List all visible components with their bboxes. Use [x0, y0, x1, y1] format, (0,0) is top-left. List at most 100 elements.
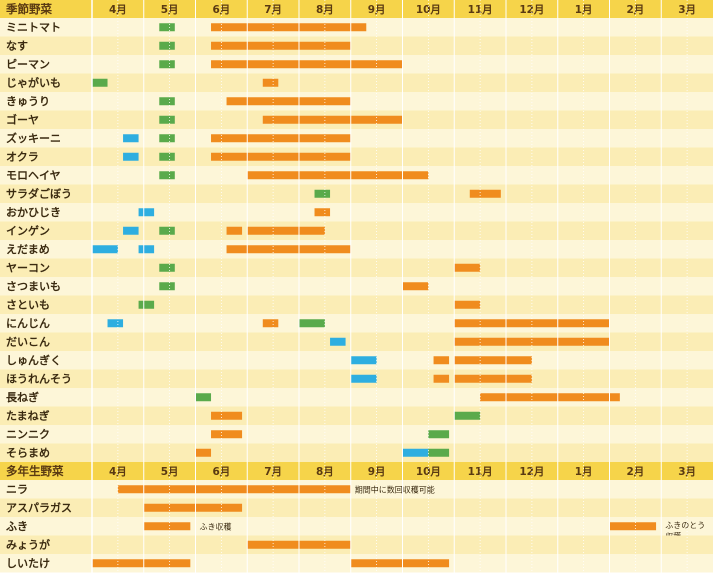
section-title: 季節野菜	[5, 2, 52, 16]
bar-harvest	[262, 319, 279, 328]
bar-harvest	[195, 448, 212, 457]
row-label: サラダごぼう	[6, 187, 72, 201]
bar-plant	[428, 430, 450, 439]
bar-harvest	[433, 374, 450, 383]
section-title: 多年生野菜	[6, 464, 64, 478]
bar-plant	[159, 41, 175, 50]
row-background	[0, 129, 713, 148]
bar-plant	[159, 171, 175, 180]
row-background	[0, 240, 713, 259]
bar-harvest	[211, 41, 351, 50]
row-label: えだまめ	[6, 243, 50, 256]
row-background	[0, 480, 713, 499]
bar-harvest	[211, 411, 243, 420]
row-background	[0, 258, 713, 277]
bar-harvest	[117, 485, 351, 494]
bar-sow	[92, 245, 118, 254]
row-background	[0, 517, 713, 536]
row-label: アスパラガス	[6, 501, 72, 515]
row-background	[0, 184, 713, 203]
row-label: さといも	[6, 299, 50, 312]
bar-sow	[138, 208, 155, 217]
row-background	[0, 535, 713, 554]
bar-plant	[159, 263, 175, 272]
row-background	[0, 314, 713, 333]
bar-harvest	[402, 282, 429, 291]
bar-harvest	[211, 152, 351, 161]
bar-harvest	[350, 559, 450, 568]
row-background	[0, 92, 713, 111]
row-label: ヤーコン	[6, 262, 50, 275]
row-background	[0, 425, 713, 444]
bar-harvest	[211, 60, 403, 69]
bar-plant	[159, 115, 175, 124]
bar-harvest	[92, 559, 191, 568]
row-label: だいこん	[6, 336, 50, 349]
bar-harvest	[211, 430, 243, 439]
row-background	[0, 73, 713, 92]
row-label: ピーマン	[6, 58, 50, 71]
bar-harvest	[211, 134, 351, 143]
bar-harvest	[454, 356, 532, 365]
row-note: ふきのとう	[665, 521, 705, 530]
bar-harvest	[211, 23, 367, 32]
bar-harvest	[247, 226, 325, 235]
row-background	[0, 221, 713, 240]
row-background	[0, 406, 713, 425]
bar-plant	[92, 78, 108, 87]
bar-harvest	[262, 115, 403, 124]
row-label: ミニトマト	[6, 21, 61, 34]
bar-harvest	[454, 300, 481, 309]
row-label: おかひじき	[6, 206, 61, 219]
row-background	[0, 295, 713, 314]
bar-plant	[159, 97, 175, 106]
row-label: さつまいも	[6, 280, 61, 293]
section-header-band	[0, 462, 713, 480]
row-label: ゴーヤ	[6, 113, 39, 127]
bar-harvest	[226, 226, 243, 235]
bar-harvest	[226, 97, 351, 106]
bar-harvest	[454, 374, 532, 383]
bar-harvest	[454, 263, 481, 272]
row-label: ふき	[6, 520, 28, 533]
bar-plant	[159, 60, 175, 69]
bar-plant	[138, 300, 155, 309]
row-background	[0, 277, 713, 296]
bar-sow	[350, 356, 377, 365]
row-background	[0, 147, 713, 166]
row-label: たまねぎ	[6, 409, 50, 423]
bar-harvest	[314, 208, 331, 217]
row-label: にんじん	[6, 317, 50, 330]
bar-plant	[428, 448, 450, 457]
row-label: モロヘイヤ	[6, 169, 61, 182]
row-label: 長ねぎ	[6, 390, 39, 404]
bar-harvest	[226, 245, 351, 254]
bar-harvest	[454, 319, 610, 328]
bar-sow	[330, 337, 346, 346]
bar-harvest	[609, 522, 657, 531]
row-label: しいたけ	[6, 557, 50, 570]
bar-harvest	[262, 78, 279, 87]
bar-harvest	[480, 393, 620, 402]
bar-sow	[123, 226, 139, 235]
row-background	[0, 443, 713, 462]
row-label: なす	[6, 40, 28, 53]
bar-plant	[159, 226, 175, 235]
row-label: ほうれんそう	[6, 373, 72, 386]
row-label: インゲン	[6, 224, 50, 238]
bar-sow	[123, 134, 139, 143]
bar-plant	[314, 189, 331, 198]
bar-plant	[159, 152, 175, 161]
bar-plant	[195, 393, 212, 402]
bar-plant	[159, 134, 175, 143]
row-note: 期間中に数回収穫可能	[355, 485, 435, 495]
row-label: オクラ	[6, 151, 39, 164]
row-note: ふき収穫	[200, 522, 232, 532]
bar-harvest	[454, 337, 610, 346]
row-background	[0, 36, 713, 55]
bar-harvest	[433, 356, 450, 365]
bar-harvest	[469, 189, 501, 198]
bar-plant	[454, 411, 481, 420]
